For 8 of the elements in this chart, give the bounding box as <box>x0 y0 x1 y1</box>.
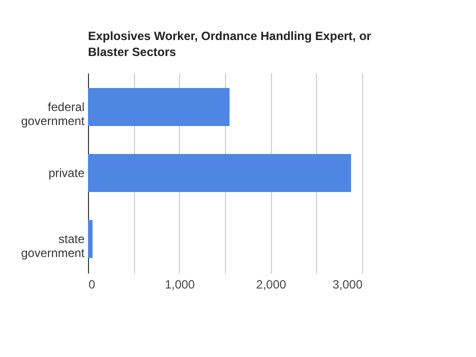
x-tick-label: 1,000 <box>164 278 196 292</box>
x-tick-label: 0 <box>88 278 96 292</box>
chart-title: Explosives Worker, Ordnance Handling Expert, or Blaster Sectors <box>88 29 372 59</box>
y-tick-label: state government <box>21 232 86 260</box>
y-tick-label: private <box>48 166 85 180</box>
x-tick-label: 3,000 <box>332 278 363 292</box>
x-tick-label: 2,000 <box>256 278 287 292</box>
y-tick-label: federal government <box>21 100 86 128</box>
